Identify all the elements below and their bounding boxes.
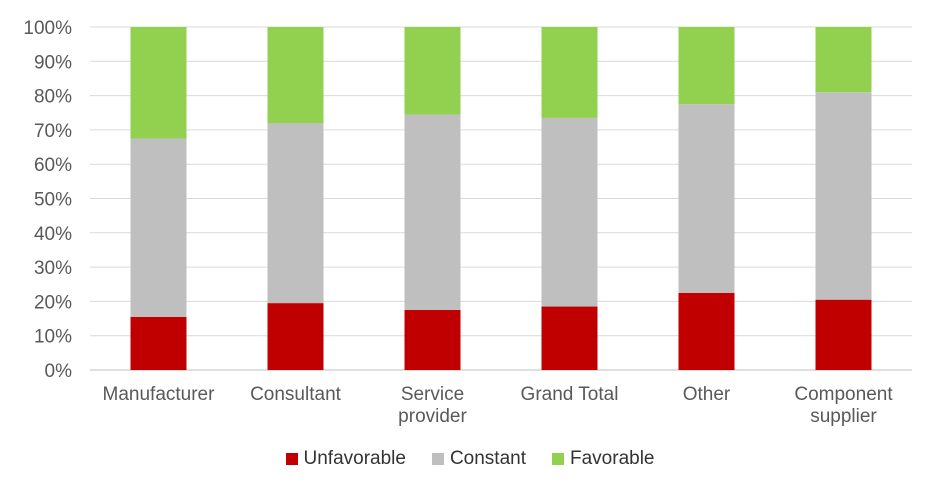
x-tick-label: Manufacturer bbox=[103, 384, 216, 405]
y-tick-label: 90% bbox=[34, 52, 72, 73]
bar-constant bbox=[267, 123, 324, 304]
bar-constant bbox=[541, 117, 598, 307]
x-tick-label-line: Grand Total bbox=[521, 384, 619, 405]
bar-unfavorable bbox=[130, 316, 187, 370]
legend-swatch-constant bbox=[431, 453, 444, 465]
y-tick-label: 70% bbox=[34, 121, 72, 142]
x-tick-label: Grand Total bbox=[521, 384, 619, 405]
bar-favorable bbox=[267, 27, 324, 124]
y-tick-label: 10% bbox=[34, 327, 72, 348]
bar-unfavorable bbox=[541, 306, 598, 370]
y-tick-label: 50% bbox=[34, 190, 72, 211]
bar-constant bbox=[130, 138, 187, 317]
legend-label-constant: Constant bbox=[449, 448, 526, 469]
y-tick-label: 40% bbox=[34, 224, 72, 245]
x-tick-label-line: supplier bbox=[810, 406, 877, 427]
bar-unfavorable bbox=[404, 309, 461, 370]
y-tick-label: 0% bbox=[45, 361, 73, 382]
x-tick-label: Service provider bbox=[398, 384, 467, 427]
x-tick-label-line: Component bbox=[794, 384, 893, 405]
bar-constant bbox=[678, 104, 735, 293]
bar-favorable bbox=[404, 27, 461, 115]
x-tick-label: Component supplier bbox=[794, 384, 893, 427]
x-tick-label-line: Manufacturer bbox=[103, 384, 216, 405]
bar-unfavorable bbox=[678, 292, 735, 370]
y-tick-label: 80% bbox=[34, 87, 72, 108]
x-tick-label-line: Consultant bbox=[250, 384, 342, 405]
y-tick-label: 100% bbox=[23, 18, 72, 39]
bar-unfavorable bbox=[815, 299, 872, 370]
y-tick-label: 30% bbox=[34, 258, 72, 279]
bar-favorable bbox=[678, 27, 735, 105]
y-tick-label: 60% bbox=[34, 155, 72, 176]
legend-item-constant: Constant bbox=[431, 448, 526, 470]
legend-item-unfavorable: Unfavorable bbox=[285, 448, 406, 470]
bar-favorable bbox=[815, 27, 872, 93]
bar-favorable bbox=[541, 27, 598, 118]
x-tick-label-line: Service bbox=[401, 384, 464, 405]
bar-favorable bbox=[130, 27, 187, 139]
x-tick-label-line: provider bbox=[398, 406, 467, 427]
stacked-bar-chart: 0% 10% 20% 30% 40% 50% 60% 70% 80% 90% 100% Manufac… bbox=[23, 18, 912, 427]
bar-constant bbox=[815, 92, 872, 300]
legend-swatch-unfavorable bbox=[285, 453, 298, 465]
bar-unfavorable bbox=[267, 303, 324, 370]
legend-swatch-favorable bbox=[552, 453, 564, 465]
legend-label-unfavorable: Unfavorable bbox=[303, 448, 406, 469]
legend-label-favorable: Favorable bbox=[570, 448, 655, 469]
legend: Unfavorable Constant Favorable bbox=[0, 448, 940, 470]
y-tick-label: 20% bbox=[34, 292, 72, 313]
x-tick-label: Other bbox=[683, 384, 731, 405]
x-tick-label-line: Other bbox=[683, 384, 731, 405]
legend-item-favorable: Favorable bbox=[552, 448, 655, 470]
x-tick-label: Consultant bbox=[250, 384, 342, 405]
bar-constant bbox=[404, 114, 461, 310]
